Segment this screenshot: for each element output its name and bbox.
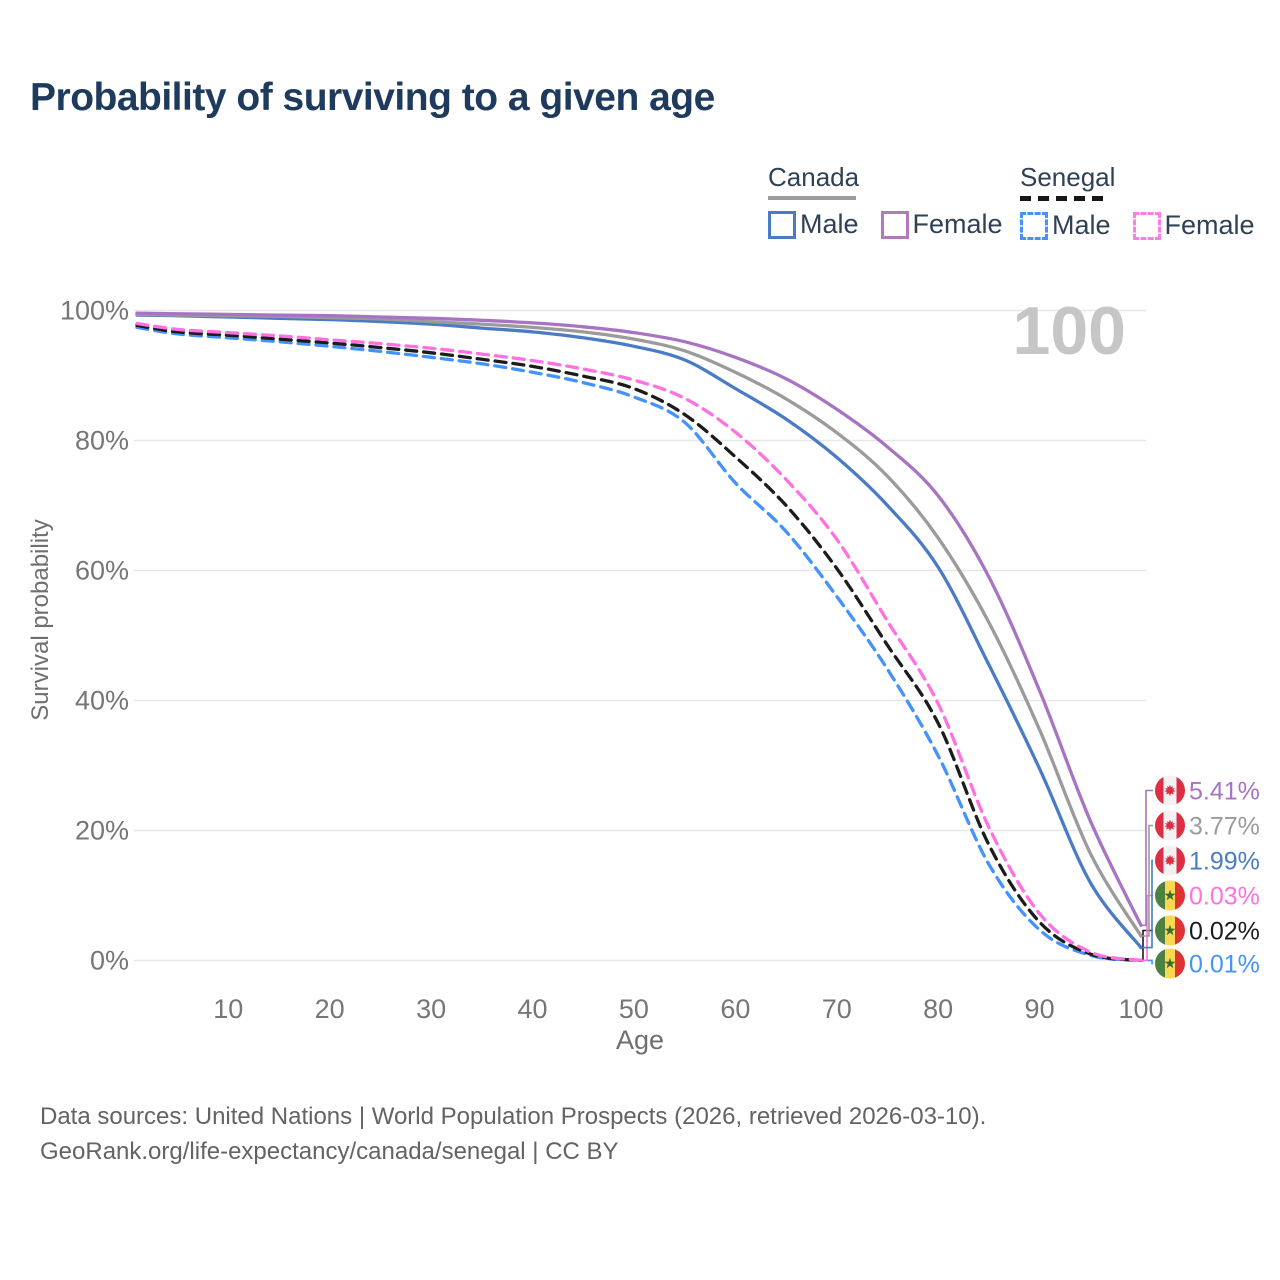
- legend-item-senegal-male[interactable]: Male: [1020, 210, 1111, 241]
- curve-senegal-female[interactable]: [135, 321, 1143, 962]
- x-tick-100: 100: [1118, 994, 1163, 1024]
- curve-canada-both[interactable]: [135, 312, 1143, 938]
- x-tick-80: 80: [923, 994, 953, 1024]
- endpoint-label-canada-female: 5.41%: [1189, 778, 1260, 806]
- legend-swatch-canada-female-icon: [880, 210, 909, 239]
- senegal-flag-icon: [1155, 915, 1185, 946]
- legend-item-canada-female[interactable]: Female: [880, 209, 1003, 240]
- legend-country-canada: Canada: [768, 162, 860, 192]
- legend-label-senegal-female: Female: [1164, 210, 1255, 240]
- legend-swatch-senegal-female-icon: [1132, 211, 1161, 240]
- curve-senegal-male[interactable]: [135, 325, 1143, 963]
- connector-canada-both: [1141, 824, 1153, 937]
- legend-item-canada-male[interactable]: Male: [768, 209, 859, 240]
- canada-flag-icon: [1155, 845, 1185, 876]
- y-tick-20: 20%: [75, 816, 129, 846]
- caption-line-2: GeoRank.org/life-expectancy/canada/seneg…: [40, 1138, 619, 1165]
- legend-label-canada-female: Female: [912, 209, 1003, 239]
- y-tick-0: 0%: [90, 946, 129, 976]
- caption-line-1: Data sources: United Nations | World Pop…: [40, 1103, 987, 1130]
- curve-canada-female[interactable]: [135, 311, 1143, 927]
- legend-group-canada: Canada Male Female: [768, 162, 1003, 240]
- x-tick-20: 20: [315, 994, 345, 1024]
- legend-label-senegal-male: Male: [1052, 210, 1111, 240]
- connector-canada-male: [1141, 859, 1153, 949]
- curve-canada-male[interactable]: [135, 313, 1143, 950]
- endpoint-label-senegal-male: 0.01%: [1189, 951, 1260, 979]
- canada-flag-icon: [1155, 810, 1185, 841]
- connector-senegal-female: [1141, 894, 1153, 962]
- endpoint-label-senegal-female: 0.03%: [1189, 883, 1260, 911]
- endpoint-label-senegal-both: 0.02%: [1189, 918, 1260, 946]
- x-tick-70: 70: [822, 994, 852, 1024]
- curve-senegal-both[interactable]: [135, 323, 1143, 963]
- legend-underline-canada-icon: [768, 196, 856, 200]
- y-tick-100: 100%: [60, 296, 129, 326]
- x-tick-10: 10: [213, 994, 243, 1024]
- watermark-age-100: 100: [1013, 293, 1126, 369]
- connector-canada-female: [1141, 789, 1153, 927]
- legend-group-senegal: Senegal Male Female: [1020, 162, 1255, 241]
- x-tick-60: 60: [720, 994, 750, 1024]
- legend-country-senegal: Senegal: [1020, 162, 1116, 192]
- legend-item-senegal-female[interactable]: Female: [1132, 210, 1255, 241]
- x-axis-title: Age: [616, 1025, 664, 1055]
- page-title: Probability of surviving to a given age: [30, 76, 715, 119]
- data-source-caption: Data sources: United Nations | World Pop…: [40, 1099, 986, 1169]
- endpoint-label-canada-both: 3.77%: [1189, 813, 1260, 841]
- x-tick-30: 30: [416, 994, 446, 1024]
- canada-flag-icon: [1155, 775, 1185, 806]
- endpoint-label-canada-male: 1.99%: [1189, 848, 1260, 876]
- senegal-flag-icon: [1155, 880, 1185, 911]
- y-tick-60: 60%: [75, 556, 129, 586]
- y-tick-80: 80%: [75, 426, 129, 456]
- senegal-flag-icon: [1155, 948, 1185, 979]
- x-tick-50: 50: [619, 994, 649, 1024]
- x-tick-90: 90: [1025, 994, 1055, 1024]
- legend-underline-senegal-icon: [1020, 196, 1110, 201]
- x-tick-40: 40: [517, 994, 547, 1024]
- y-axis-title: Survival probability: [27, 519, 54, 720]
- legend-label-canada-male: Male: [800, 209, 859, 239]
- legend-swatch-canada-male-icon: [768, 210, 796, 239]
- legend-swatch-senegal-male-icon: [1020, 211, 1048, 240]
- y-tick-40: 40%: [75, 686, 129, 716]
